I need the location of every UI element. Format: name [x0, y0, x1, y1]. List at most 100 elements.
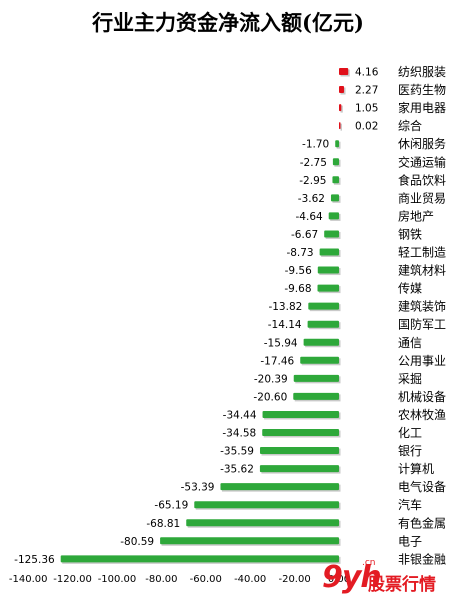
data-label: 4.16: [355, 67, 379, 79]
category-label: 公用事业: [398, 354, 446, 368]
data-label: -2.95: [299, 175, 326, 187]
category-label: 国防军工: [398, 317, 446, 332]
category-label: 通信: [398, 336, 422, 350]
data-label: -4.64: [296, 211, 323, 223]
bar: [330, 194, 339, 202]
data-label: -34.58: [222, 428, 256, 440]
bar-shadow: [340, 123, 342, 131]
bar: [339, 104, 342, 112]
data-label: -125.36: [14, 554, 55, 566]
data-label: -3.62: [298, 193, 325, 205]
x-tick-label: -120.00: [53, 574, 92, 585]
category-label: 休闲服务: [398, 136, 446, 151]
category-label: 建筑装饰: [398, 299, 446, 314]
x-axis: -140.00 -120.00 -100.00 -80.00 -60.00 -40.00 -…: [9, 574, 350, 585]
bar: [319, 248, 339, 256]
data-label: -13.82: [268, 301, 302, 313]
data-label: -2.75: [300, 157, 327, 169]
bar: [293, 392, 339, 400]
category-label: 轻工制造: [398, 246, 446, 260]
data-label: -14.14: [268, 319, 302, 331]
data-label: -15.94: [264, 337, 298, 349]
data-label: -35.59: [220, 446, 254, 458]
x-tick-label: -60.00: [190, 574, 222, 585]
category-label: 化工: [398, 426, 422, 440]
data-label: -68.81: [146, 518, 180, 530]
category-label: 汽车: [398, 497, 422, 512]
bar: [300, 356, 339, 364]
category-label: 有色金属: [398, 515, 446, 530]
bar: [339, 86, 345, 94]
watermark-logo: 9yh: [322, 560, 382, 595]
category-label: 建筑材料: [398, 263, 446, 278]
category-label: 交通运输: [398, 154, 446, 169]
watermark: 9yh .cn 股票行情: [322, 558, 436, 595]
data-label: -80.59: [120, 536, 154, 548]
category-label: 家用电器: [398, 100, 446, 115]
data-label: -17.46: [260, 355, 294, 367]
bar: [335, 140, 339, 148]
bar: [220, 483, 339, 491]
watermark-suffix: .cn: [362, 558, 376, 568]
bar: [332, 176, 339, 184]
category-label: 食品饮料: [398, 172, 446, 187]
bar: [317, 284, 339, 292]
data-label: -35.62: [220, 464, 254, 476]
data-label: 0.02: [355, 121, 378, 133]
bar: [339, 122, 341, 130]
data-label: -20.60: [253, 391, 287, 403]
bar-group: 4.16 纺织服装 2.27 医药生物 1.05 家用电器 0.02 综合 -1.70 休闲服务 -…: [14, 65, 446, 566]
category-label: 银行: [398, 444, 422, 458]
data-label: -9.68: [284, 283, 311, 295]
bar: [186, 519, 339, 527]
bar-shadow: [340, 105, 343, 113]
category-label: 电子: [398, 534, 422, 548]
category-label: 综合: [398, 118, 422, 133]
category-label: 农林牧渔: [398, 408, 446, 422]
bar: [339, 68, 349, 75]
data-label: -6.67: [291, 229, 318, 241]
x-tick-label: -20.00: [278, 574, 310, 585]
category-label: 非银金融: [398, 551, 446, 566]
bar: [324, 230, 339, 238]
category-label: 传媒: [398, 281, 422, 296]
data-label: -65.19: [154, 500, 188, 512]
category-label: 医药生物: [398, 83, 446, 97]
bar: [303, 338, 339, 346]
bar: [317, 266, 339, 274]
data-label: -9.56: [285, 265, 312, 277]
data-label: -34.44: [223, 409, 257, 421]
bar: [293, 374, 339, 382]
bar: [262, 410, 339, 418]
data-label: 1.05: [355, 103, 378, 115]
bar: [307, 320, 339, 328]
bar: [259, 465, 339, 473]
category-label: 机械设备: [398, 389, 446, 404]
bar: [328, 212, 339, 220]
category-label: 采掘: [398, 371, 422, 386]
bar: [262, 429, 339, 436]
chart-title: 行业主力资金净流入额(亿元): [91, 10, 364, 35]
data-label: -8.73: [286, 247, 313, 259]
bar: [259, 447, 339, 455]
data-label: -53.39: [181, 482, 215, 494]
bar: [308, 302, 339, 310]
x-tick-label: -100.00: [98, 574, 137, 585]
category-label: 电气设备: [398, 479, 446, 494]
category-label: 计算机: [398, 461, 434, 476]
bar: [332, 158, 339, 166]
data-label: 2.27: [355, 85, 378, 97]
bar: [160, 537, 339, 545]
bar: [60, 555, 339, 563]
category-label: 房地产: [398, 208, 434, 223]
data-label: -20.39: [254, 373, 288, 385]
x-tick-label: 0.00: [328, 574, 350, 585]
bar: [194, 501, 339, 509]
x-tick-label: -80.00: [145, 574, 177, 585]
category-label: 钢铁: [398, 227, 422, 241]
category-label: 商业贸易: [398, 190, 446, 205]
category-label: 纺织服装: [398, 65, 446, 79]
x-tick-label: -140.00: [9, 574, 48, 585]
x-tick-label: -40.00: [234, 574, 266, 585]
